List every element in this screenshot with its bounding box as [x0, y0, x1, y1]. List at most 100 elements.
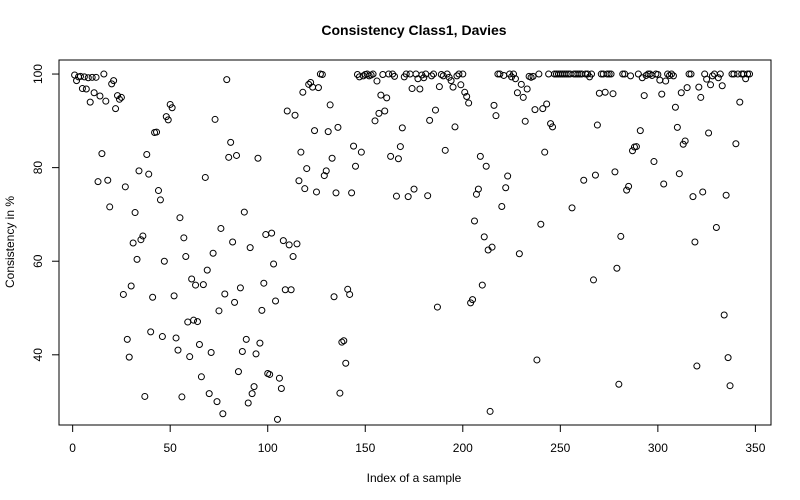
data-point — [539, 105, 547, 113]
data-point — [396, 143, 404, 151]
data-point — [629, 147, 637, 155]
data-point — [746, 70, 754, 78]
data-point — [285, 241, 293, 249]
data-point — [199, 281, 207, 289]
data-point — [127, 282, 135, 290]
data-point — [504, 172, 512, 180]
data-point — [76, 72, 84, 80]
data-point — [601, 88, 609, 96]
data-point — [736, 98, 744, 106]
data-point — [86, 98, 94, 106]
data-point — [80, 73, 88, 81]
data-point — [281, 286, 289, 294]
data-point — [605, 70, 613, 78]
data-point — [301, 185, 309, 193]
data-point — [123, 335, 131, 343]
data-point — [192, 281, 200, 289]
data-point — [648, 71, 656, 79]
data-point — [535, 70, 543, 78]
data-point — [476, 152, 484, 160]
data-point — [330, 293, 338, 301]
data-point — [195, 341, 203, 349]
x-tick-label: 0 — [69, 441, 76, 455]
data-point — [537, 220, 545, 228]
data-point — [190, 316, 198, 324]
data-point — [607, 70, 615, 78]
data-point — [244, 399, 252, 407]
y-tick-label: 80 — [31, 161, 45, 175]
data-point — [644, 70, 652, 78]
data-point — [673, 123, 681, 131]
data-point — [500, 71, 508, 79]
data-point — [668, 70, 676, 78]
data-point — [404, 193, 412, 201]
y-tick-label: 60 — [31, 254, 45, 268]
data-point — [638, 74, 646, 82]
data-point — [685, 70, 693, 78]
data-point — [299, 88, 307, 96]
data-point — [322, 167, 330, 175]
data-point — [720, 311, 728, 319]
data-point — [675, 170, 683, 178]
data-point — [334, 123, 342, 131]
data-point — [336, 389, 344, 397]
data-point — [233, 151, 241, 159]
data-point — [297, 148, 305, 156]
data-point — [250, 383, 258, 391]
data-point — [172, 334, 180, 342]
data-point — [437, 71, 445, 79]
data-point — [256, 339, 264, 347]
data-point — [428, 72, 436, 80]
data-point — [523, 85, 531, 93]
data-point — [240, 208, 248, 216]
data-point — [324, 128, 332, 136]
data-point — [402, 70, 410, 78]
data-point — [660, 180, 668, 188]
data-point — [342, 359, 350, 367]
data-point — [531, 106, 539, 114]
data-point — [511, 75, 519, 83]
data-point — [258, 306, 266, 314]
data-point — [254, 154, 262, 162]
data-point — [433, 303, 441, 311]
data-point — [533, 356, 541, 364]
data-point — [73, 77, 81, 85]
data-point — [591, 171, 599, 179]
data-point — [697, 93, 705, 101]
data-point — [213, 398, 221, 406]
y-axis: 40 60 80 100 — [31, 64, 60, 361]
data-point — [119, 290, 127, 298]
data-point — [102, 97, 110, 105]
data-point — [121, 183, 129, 191]
data-point — [238, 348, 246, 356]
data-point — [209, 249, 217, 257]
data-point — [521, 117, 529, 125]
data-point — [492, 112, 500, 120]
data-point — [580, 176, 588, 184]
data-point — [307, 78, 315, 86]
data-point — [398, 124, 406, 132]
data-point — [248, 390, 256, 398]
data-point — [650, 158, 658, 166]
data-point — [273, 415, 281, 423]
y-tick-label: 100 — [31, 64, 45, 84]
data-point — [707, 81, 715, 89]
data-point — [326, 101, 334, 109]
data-point — [348, 189, 356, 197]
data-point — [703, 75, 711, 83]
data-point — [205, 390, 213, 398]
data-point — [303, 165, 311, 173]
data-point — [683, 84, 691, 92]
data-point — [217, 224, 225, 232]
chart-title: Consistency Class1, Davies — [321, 22, 506, 38]
data-point — [236, 284, 244, 292]
data-point — [545, 70, 553, 78]
data-point — [188, 275, 196, 283]
data-point — [338, 338, 346, 346]
data-point — [623, 186, 631, 194]
data-point — [496, 70, 504, 78]
x-tick-label: 350 — [745, 441, 765, 455]
data-point — [689, 193, 697, 201]
data-point — [211, 115, 219, 123]
data-point — [449, 83, 457, 91]
